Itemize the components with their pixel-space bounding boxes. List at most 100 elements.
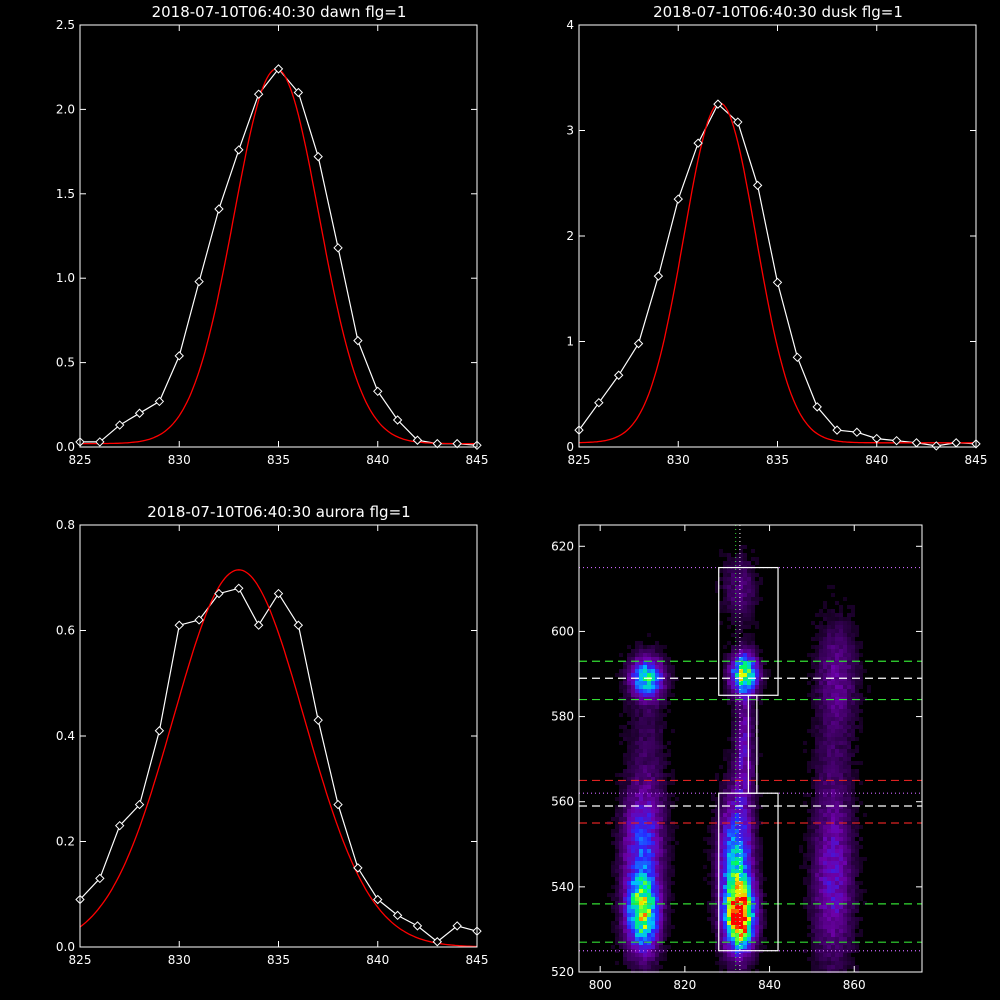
heatmap-cell	[731, 569, 735, 573]
heatmap-cell	[623, 785, 627, 789]
heatmap-cell	[719, 781, 723, 785]
x-tick-label: 840	[366, 453, 389, 467]
heatmap-cell	[735, 633, 739, 637]
heatmap-cell	[739, 881, 743, 885]
heatmap-cell	[827, 901, 831, 905]
heatmap-cell	[651, 837, 655, 841]
data-point	[273, 64, 284, 74]
heatmap-cell	[823, 733, 827, 737]
heatmap-cell	[651, 793, 655, 797]
heatmap-cell	[735, 637, 739, 641]
heatmap-cell	[719, 601, 723, 605]
heatmap-cell	[851, 773, 855, 777]
heatmap-cell	[663, 773, 667, 777]
heatmap-cell	[631, 877, 635, 881]
heatmap-cell	[755, 853, 759, 857]
heatmap-cell	[759, 889, 763, 893]
heatmap-cell	[727, 921, 731, 925]
heatmap-cell	[827, 785, 831, 789]
heatmap-cell	[847, 657, 851, 661]
heatmap-cell	[827, 893, 831, 897]
heatmap-cell	[831, 845, 835, 849]
heatmap-cell	[807, 877, 811, 881]
heatmap-cell	[655, 833, 659, 837]
heatmap-cell	[631, 733, 635, 737]
heatmap-cell	[755, 941, 759, 945]
heatmap-cell	[663, 681, 667, 685]
heatmap-cell	[843, 909, 847, 913]
heatmap-cell	[807, 933, 811, 937]
heatmap-cell	[743, 825, 747, 829]
heatmap-cell	[731, 821, 735, 825]
heatmap-cell	[619, 805, 623, 809]
heatmap-cell	[635, 949, 639, 953]
data-point	[852, 427, 862, 437]
heatmap-cell	[823, 877, 827, 881]
heatmap-cell	[739, 937, 743, 941]
heatmap-cell	[827, 861, 831, 865]
heatmap-cell	[827, 805, 831, 809]
heatmap-cell	[719, 553, 723, 557]
heatmap-cell	[743, 577, 747, 581]
heatmap-cell	[759, 917, 763, 921]
heatmap-cell	[747, 569, 751, 573]
heatmap-cell	[743, 941, 747, 945]
heatmap-cell	[763, 877, 767, 881]
heatmap-cell	[631, 961, 635, 965]
heatmap-cell	[831, 817, 835, 821]
heatmap-cell	[711, 897, 715, 901]
heatmap-cell	[715, 905, 719, 909]
heatmap-cell	[623, 685, 627, 689]
heatmap-cell	[831, 585, 835, 589]
heatmap-cell	[731, 725, 735, 729]
panel-aurora: 2018-07-10T06:40:30 aurora flg=1 825 830 8…	[56, 503, 489, 967]
heatmap-cell	[671, 773, 675, 777]
heatmap-cell	[615, 913, 619, 917]
heatmap-cell	[735, 909, 739, 913]
heatmap-cell	[655, 817, 659, 821]
heatmap-cell	[647, 777, 651, 781]
heatmap-cell	[743, 901, 747, 905]
heatmap-cell	[659, 785, 663, 789]
heatmap-cell	[815, 669, 819, 673]
heatmap-cell	[667, 761, 671, 765]
heatmap-cell	[843, 861, 847, 865]
heatmap-cell	[843, 941, 847, 945]
heatmap-cell	[719, 925, 723, 929]
heatmap-cell	[755, 645, 759, 649]
heatmap-cell	[643, 721, 647, 725]
heatmap-cell	[747, 661, 751, 665]
heatmap-cell	[731, 557, 735, 561]
heatmap-cell	[663, 669, 667, 673]
heatmap-cell	[835, 965, 839, 969]
heatmap-cell	[719, 961, 723, 965]
heatmap-cell	[851, 937, 855, 941]
heatmap-cell	[635, 921, 639, 925]
heatmap-cell	[735, 689, 739, 693]
heatmap-cell	[751, 609, 755, 613]
heatmap-cell	[627, 905, 631, 909]
heatmap-cell	[727, 945, 731, 949]
heatmap-cell	[619, 905, 623, 909]
heatmap-cell	[627, 789, 631, 793]
heatmap-cell	[663, 869, 667, 873]
heatmap-cell	[747, 745, 751, 749]
heatmap-cell	[847, 765, 851, 769]
heatmap-cell	[619, 673, 623, 677]
heatmap-cell	[815, 681, 819, 685]
heatmap-cell	[727, 953, 731, 957]
heatmap-cell	[819, 661, 823, 665]
heatmap-cell	[723, 813, 727, 817]
heatmap-cell	[807, 761, 811, 765]
heatmap-cell	[859, 933, 863, 937]
heatmap-cell	[647, 745, 651, 749]
heatmap-cell	[839, 761, 843, 765]
heatmap-cell	[647, 953, 651, 957]
heatmap-cell	[831, 785, 835, 789]
heatmap-cell	[811, 761, 815, 765]
heatmap-cell	[811, 941, 815, 945]
heatmap-cell	[707, 837, 711, 841]
heatmap-cell	[855, 777, 859, 781]
heatmap-cell	[731, 689, 735, 693]
heatmap-cell	[839, 841, 843, 845]
